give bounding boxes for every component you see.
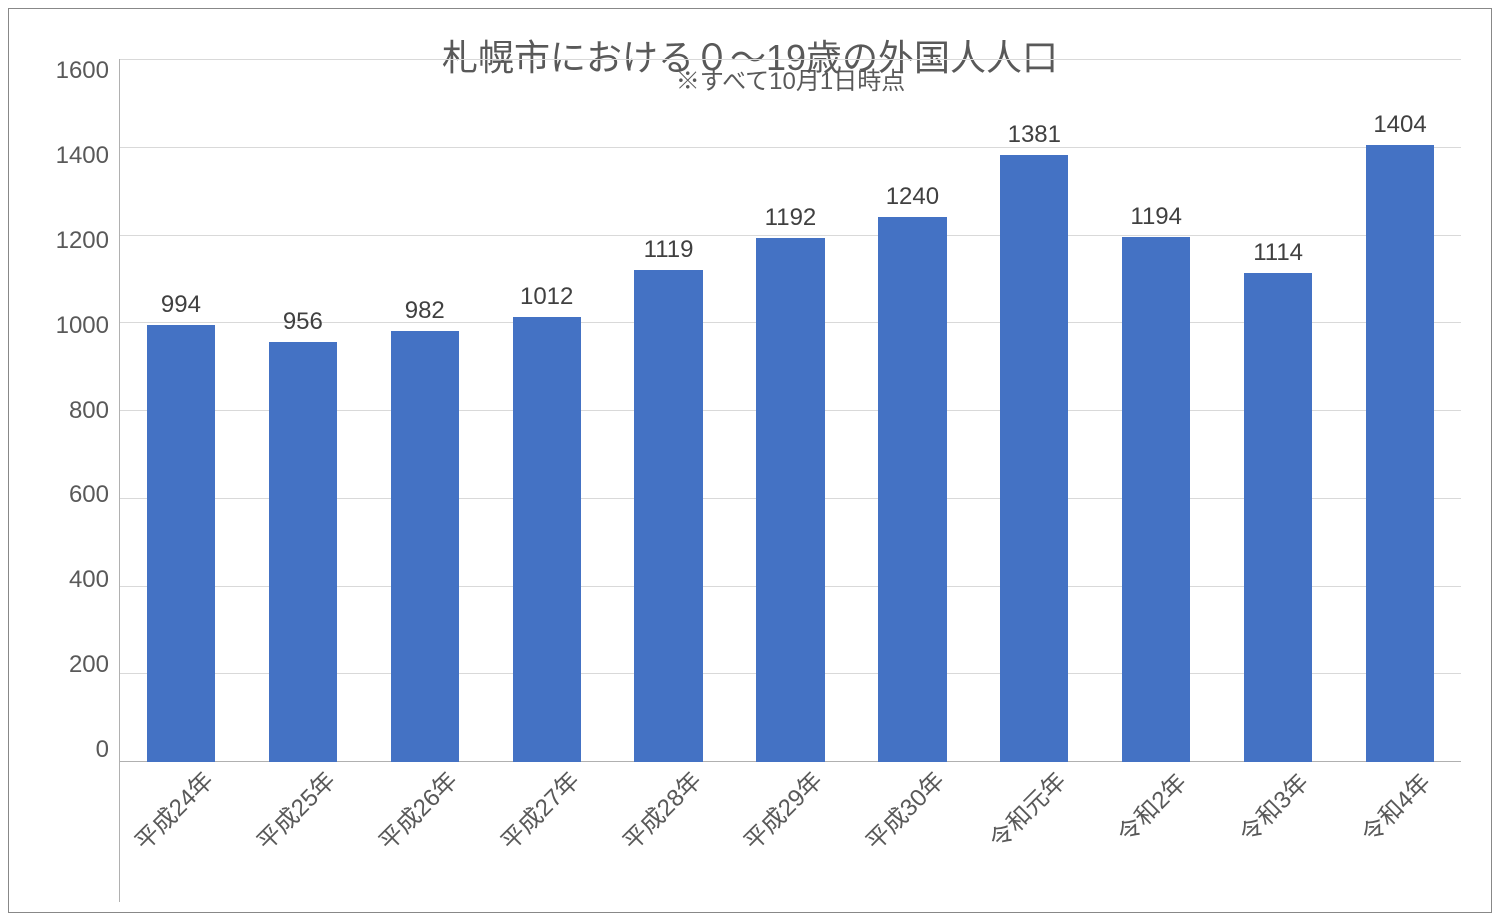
y-axis: 1600 1400 1200 1000 800 600 400 200 0	[39, 59, 119, 902]
bar	[1244, 273, 1312, 762]
bar	[269, 342, 337, 762]
x-axis: 平成24年平成25年平成26年平成27年平成28年平成29年平成30年令和元年令…	[120, 762, 1461, 902]
bar-value-label: 956	[283, 308, 323, 336]
bar	[634, 270, 702, 762]
y-tick: 600	[69, 483, 109, 507]
bar-value-label: 1114	[1253, 239, 1303, 267]
bar-value-label: 994	[161, 291, 201, 319]
bar	[513, 317, 581, 762]
x-tick-label: 平成30年	[857, 762, 952, 857]
x-tick-slot: 平成24年	[120, 762, 242, 902]
x-tick-label: 平成27年	[491, 762, 586, 857]
x-tick-label: 令和元年	[980, 762, 1073, 855]
bar-slot: 1119	[608, 59, 730, 762]
x-tick-label: 令和2年	[1108, 764, 1193, 849]
x-tick-label: 平成26年	[369, 762, 464, 857]
y-tick: 800	[69, 399, 109, 423]
x-tick-slot: 平成27年	[486, 762, 608, 902]
bar-slot: 1240	[851, 59, 973, 762]
bar-value-label: 1381	[1008, 121, 1061, 149]
bar-slot: 1114	[1217, 59, 1339, 762]
bar-slot: 1012	[486, 59, 608, 762]
x-tick-slot: 令和3年	[1217, 762, 1339, 902]
bar-slot: 1404	[1339, 59, 1461, 762]
bar-slot: 956	[242, 59, 364, 762]
bars-group: 994 956 982 1012 1119 1192 1240 1381 1194 1114 140…	[120, 59, 1461, 762]
x-tick-label: 平成25年	[247, 762, 342, 857]
x-tick-slot: 平成29年	[730, 762, 852, 902]
bar-slot: 1192	[730, 59, 852, 762]
bar-value-label: 1240	[886, 183, 939, 211]
x-tick-slot: 平成28年	[608, 762, 730, 902]
y-tick: 1600	[56, 59, 109, 83]
bar	[1000, 155, 1068, 762]
bar-value-label: 1012	[520, 283, 573, 311]
bar-value-label: 1119	[644, 236, 694, 264]
x-tick-label: 平成28年	[613, 762, 708, 857]
bar-slot: 982	[364, 59, 486, 762]
bar	[147, 325, 215, 762]
y-tick: 200	[69, 653, 109, 677]
bar-slot: 994	[120, 59, 242, 762]
y-tick: 1000	[56, 314, 109, 338]
bar	[878, 217, 946, 762]
bar-value-label: 1404	[1373, 111, 1426, 139]
y-tick: 1400	[56, 144, 109, 168]
x-tick-slot: 平成30年	[851, 762, 973, 902]
x-tick-label: 令和4年	[1352, 764, 1437, 849]
x-tick-slot: 令和4年	[1339, 762, 1461, 902]
x-tick-label: 令和3年	[1230, 764, 1315, 849]
bar-slot: 1381	[973, 59, 1095, 762]
bar	[756, 238, 824, 762]
chart-container: 札幌市における０～19歳の外国人人口 160014001200100080060…	[8, 8, 1492, 913]
y-tick: 1200	[56, 229, 109, 253]
plot-wrapper: 1600 1400 1200 1000 800 600 400 200 0 ※すべて10月1日時…	[39, 59, 1461, 902]
x-tick-slot: 令和2年	[1095, 762, 1217, 902]
bar	[1122, 237, 1190, 762]
plot-area: ※すべて10月1日時点 994 956 982 1012 1119 1192 1240 138…	[119, 59, 1461, 902]
chart-subtitle: ※すべて10月1日時点	[120, 61, 1461, 96]
bar-value-label: 1194	[1130, 203, 1182, 231]
y-tick: 0	[96, 738, 109, 762]
x-tick-slot: 平成25年	[242, 762, 364, 902]
bar	[1366, 145, 1434, 762]
bar	[391, 331, 459, 762]
x-tick-slot: 平成26年	[364, 762, 486, 902]
y-tick: 400	[69, 568, 109, 592]
grid-and-bars: 994 956 982 1012 1119 1192 1240 1381 1194 1114 140…	[120, 59, 1461, 762]
x-tick-label: 平成29年	[735, 762, 830, 857]
bar-value-label: 982	[405, 297, 445, 325]
x-tick-label: 平成24年	[125, 762, 220, 857]
x-tick-slot: 令和元年	[973, 762, 1095, 902]
bar-slot: 1194	[1095, 59, 1217, 762]
bar-value-label: 1192	[765, 204, 817, 232]
